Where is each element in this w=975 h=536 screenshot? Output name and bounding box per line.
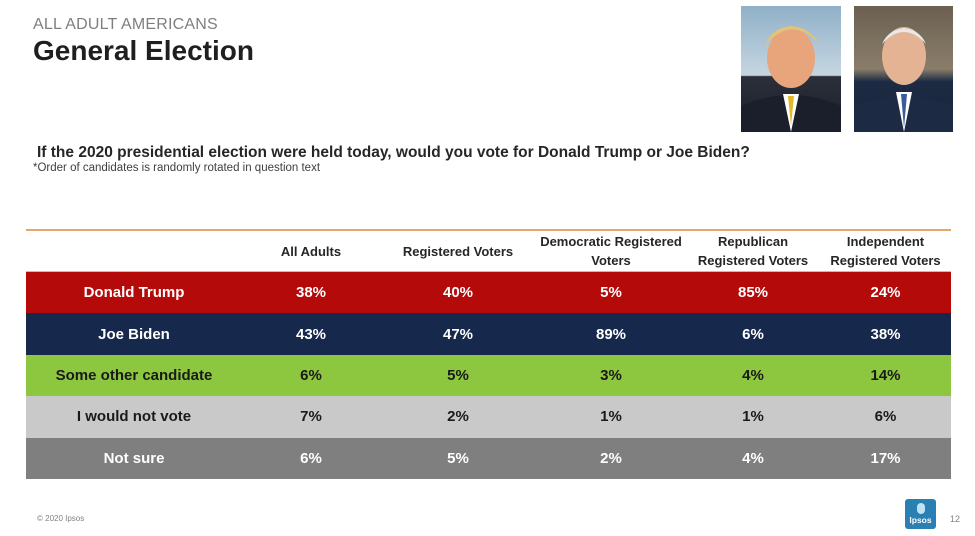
table-cell: 5% bbox=[600, 284, 622, 302]
table-cell: 6% bbox=[742, 325, 764, 343]
table-cell: 17% bbox=[870, 449, 901, 467]
table-cell: 2% bbox=[447, 408, 469, 426]
table-cell: 1% bbox=[600, 408, 622, 426]
column-header: All Adults bbox=[280, 243, 342, 259]
table-row: Joe Biden 43% 47% 89% 6% 38% bbox=[26, 313, 951, 355]
table-cell: 14% bbox=[870, 366, 901, 384]
footnote: *Order of candidates is randomly rotated… bbox=[33, 162, 321, 174]
survey-question: If the 2020 presidential election were h… bbox=[37, 144, 750, 161]
table-cell: 89% bbox=[595, 325, 627, 343]
page-number: 12 bbox=[950, 514, 961, 524]
table-cell: 24% bbox=[870, 284, 901, 302]
logo-mark-icon bbox=[916, 503, 925, 514]
table-cell: 3% bbox=[600, 366, 622, 384]
copyright-text: © 2020 Ipsos bbox=[37, 514, 85, 523]
table-cell: 5% bbox=[447, 449, 469, 467]
row-label: Joe Biden bbox=[98, 325, 170, 343]
table-cell: 4% bbox=[742, 449, 764, 467]
table-cell: 38% bbox=[295, 284, 327, 302]
page-title: General Election bbox=[33, 35, 254, 66]
table-header: All Adults Registered Voters Democratic … bbox=[26, 231, 951, 272]
supertitle: ALL ADULT AMERICANS bbox=[33, 16, 218, 33]
table-cell: 43% bbox=[295, 325, 327, 343]
column-header: Republican Registered Voters bbox=[697, 234, 809, 268]
column-header: Registered Voters bbox=[402, 243, 514, 259]
table-cell: 4% bbox=[742, 366, 764, 384]
table-cell: 40% bbox=[442, 284, 474, 302]
column-header: Independent Registered Voters bbox=[830, 234, 941, 268]
table-cell: 38% bbox=[870, 325, 901, 343]
column-header: Democratic Registered Voters bbox=[540, 234, 682, 268]
table-cell: 1% bbox=[742, 408, 764, 426]
table-cell: 47% bbox=[442, 325, 474, 343]
table-row: Donald Trump 38% 40% 5% 85% 24% bbox=[26, 272, 951, 314]
logo-text: Ipsos bbox=[909, 515, 932, 525]
ipsos-logo: Ipsos bbox=[905, 499, 936, 529]
row-label: I would not vote bbox=[76, 408, 192, 426]
table-cell: 7% bbox=[300, 408, 322, 426]
row-label: Some other candidate bbox=[55, 366, 213, 384]
table-cell: 85% bbox=[737, 284, 769, 302]
table-cell: 6% bbox=[300, 366, 322, 384]
results-table: All Adults Registered Voters Democratic … bbox=[26, 229, 951, 479]
table-row: Not sure 6% 5% 2% 4% 17% bbox=[26, 437, 951, 479]
table-cell: 6% bbox=[300, 449, 322, 467]
biden-photo bbox=[854, 6, 953, 132]
table-cell: 6% bbox=[874, 408, 897, 426]
table-cell: 5% bbox=[447, 366, 469, 384]
row-label: Donald Trump bbox=[83, 284, 185, 302]
trump-photo bbox=[741, 6, 841, 132]
row-label: Not sure bbox=[103, 449, 165, 467]
table-row: I would not vote 7% 2% 1% 1% 6% bbox=[26, 396, 951, 438]
table-row: Some other candidate 6% 5% 3% 4% 14% bbox=[26, 354, 951, 397]
table-cell: 2% bbox=[600, 449, 622, 467]
